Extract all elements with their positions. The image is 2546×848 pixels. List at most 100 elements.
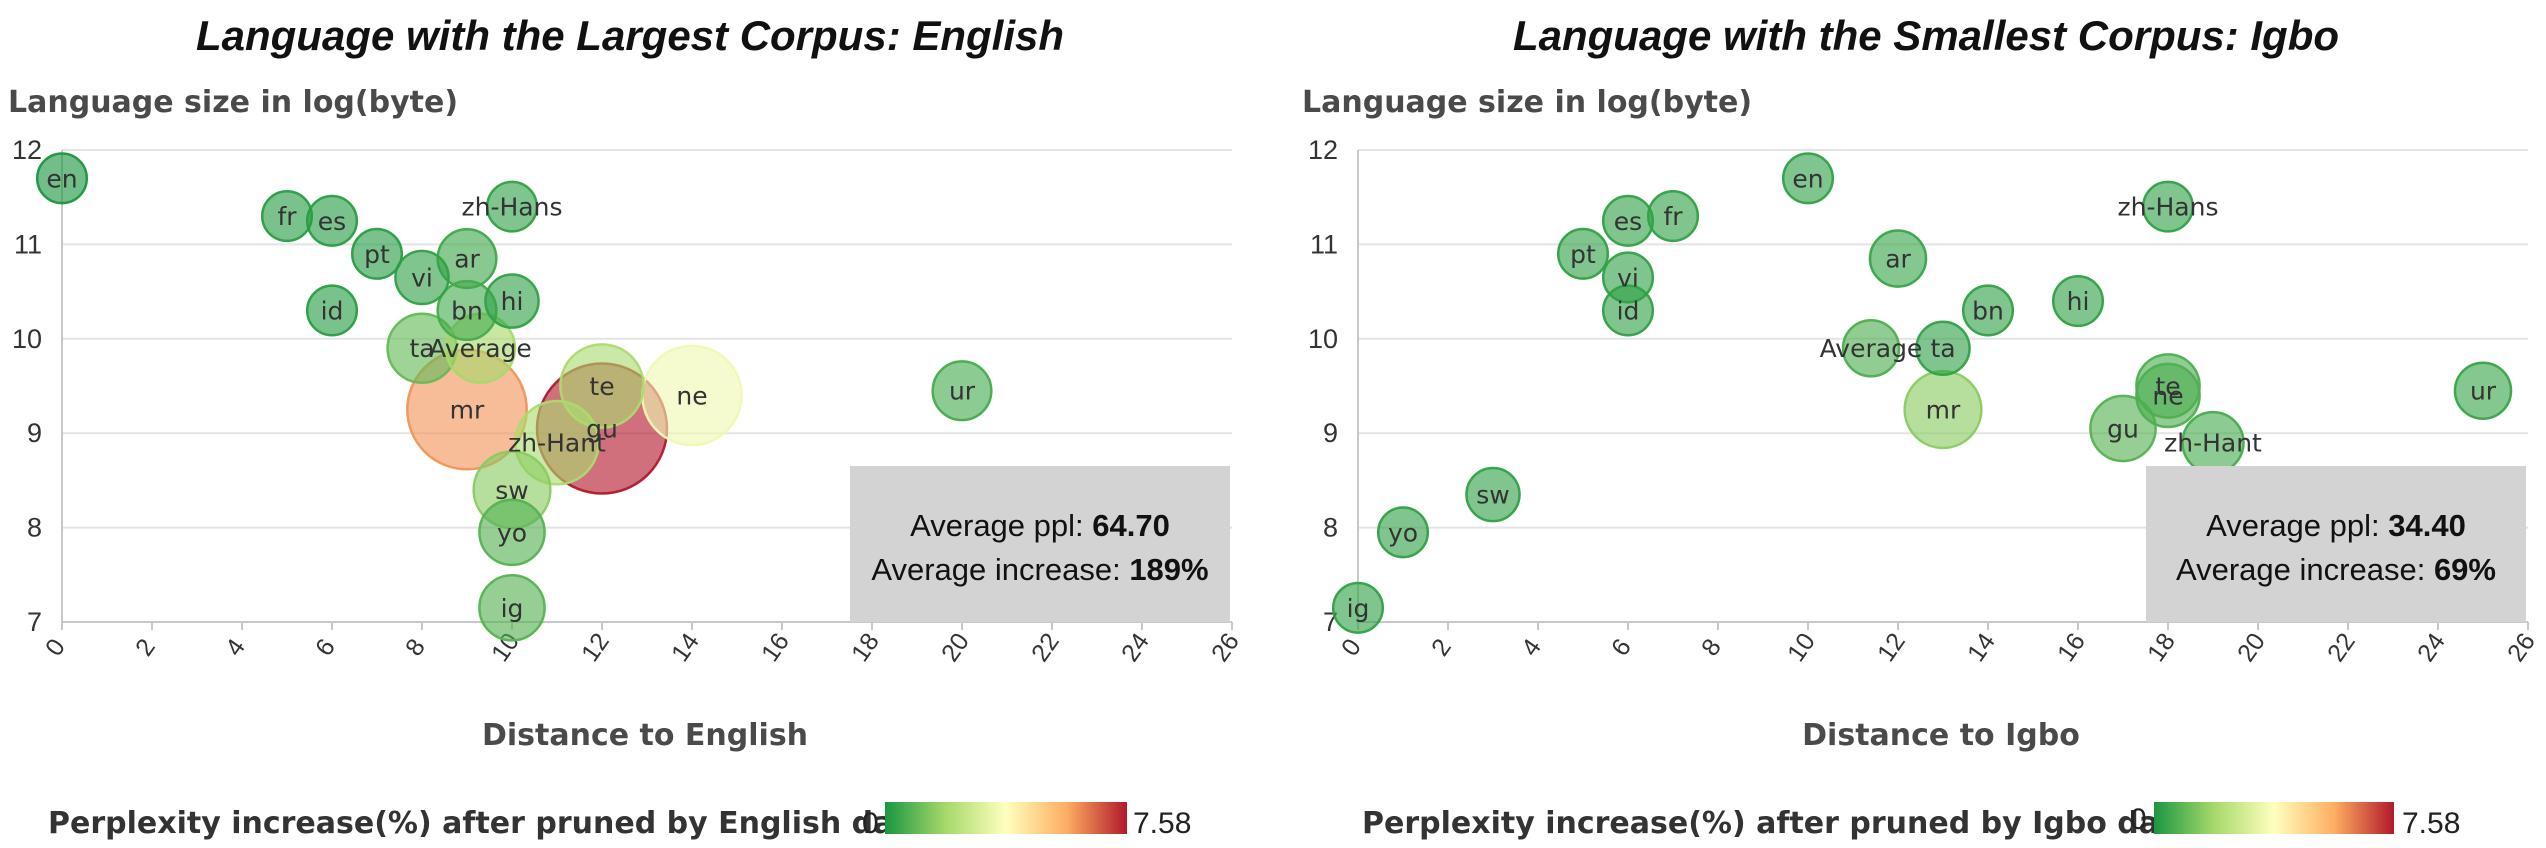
y-tick-label: 11 bbox=[14, 229, 42, 259]
y-tick-label: 10 bbox=[1308, 324, 1338, 354]
bubble-label-vi: vi bbox=[1617, 263, 1639, 292]
bubble-zh-hans[interactable] bbox=[2141, 180, 2195, 233]
average-increase-value: 189% bbox=[1129, 552, 1208, 587]
chart-title: Language with the Smallest Corpus: Igbo bbox=[1513, 12, 2339, 59]
bubble-label-ur: ur bbox=[949, 377, 976, 406]
bubble-label-en: en bbox=[1792, 164, 1823, 193]
x-tick-label: 14 bbox=[666, 628, 705, 667]
x-tick-label: 0 bbox=[40, 634, 71, 661]
bubble-yo[interactable] bbox=[478, 498, 546, 567]
average-ppl-label: Average ppl: bbox=[2206, 508, 2380, 543]
bubble-label-bn: bn bbox=[1972, 296, 2004, 325]
bubble-label-vi: vi bbox=[411, 263, 433, 292]
x-tick-label: 24 bbox=[2412, 628, 2451, 667]
y-tick-label: 8 bbox=[27, 513, 42, 543]
bubble-label-zh-hans: zh-Hans bbox=[2118, 193, 2219, 222]
bubbles bbox=[1331, 152, 2513, 634]
x-tick-label: 16 bbox=[2052, 628, 2091, 667]
bubble-ur[interactable] bbox=[2453, 361, 2513, 420]
bubble-id[interactable] bbox=[305, 284, 359, 337]
x-tick-label: 6 bbox=[1606, 634, 1637, 661]
bubble-hi[interactable] bbox=[484, 273, 540, 329]
x-tick-label: 26 bbox=[2502, 628, 2541, 667]
chart-title: Language with the Largest Corpus: Englis… bbox=[196, 12, 1064, 59]
bubble-label-es: es bbox=[318, 207, 346, 236]
bubble-sw[interactable] bbox=[1465, 466, 1521, 523]
x-tick-label: 18 bbox=[846, 628, 885, 667]
bubble-label-ar: ar bbox=[454, 245, 480, 274]
bubble-ig[interactable] bbox=[478, 573, 546, 642]
bubble-ar[interactable] bbox=[1868, 229, 1928, 288]
bubble-label-yo: yo bbox=[1388, 518, 1418, 547]
bubble-pt[interactable] bbox=[350, 227, 404, 280]
average-ppl-value: 64.70 bbox=[1092, 508, 1170, 543]
bubble-label-average: Average bbox=[1820, 334, 1923, 363]
bubble-label-ne: ne bbox=[676, 381, 707, 410]
bubble-label-average: Average bbox=[429, 334, 532, 363]
bubble-label-zh-hant: zh-Hant bbox=[2164, 429, 2262, 458]
bubble-hi[interactable] bbox=[2051, 274, 2105, 328]
x-tick-label: 12 bbox=[576, 628, 615, 667]
bubble-en[interactable] bbox=[1781, 152, 1835, 205]
average-increase-text: Average increase: 69% bbox=[2176, 552, 2496, 587]
bubble-label-te: te bbox=[589, 372, 614, 401]
x-tick-label: 16 bbox=[756, 628, 795, 667]
bubble-label-gu: gu bbox=[2107, 414, 2139, 443]
legend-min: 0 bbox=[862, 807, 879, 840]
x-tick-label: 4 bbox=[220, 634, 251, 662]
bubble-label-es: es bbox=[1614, 207, 1642, 236]
bubble-label-fr: fr bbox=[277, 202, 297, 231]
bubble-label-mr: mr bbox=[450, 396, 485, 425]
y-tick-label: 10 bbox=[12, 324, 42, 354]
x-tick-label: 0 bbox=[1336, 634, 1367, 661]
bubble-id[interactable] bbox=[1601, 284, 1655, 337]
x-tick-label: 8 bbox=[1696, 634, 1727, 661]
x-tick-label: 22 bbox=[1026, 628, 1065, 667]
bubble-es[interactable] bbox=[305, 194, 359, 247]
bubble-bn[interactable] bbox=[1961, 284, 2015, 337]
bubble-ur[interactable] bbox=[931, 360, 993, 422]
bubble-te[interactable] bbox=[559, 343, 645, 429]
x-tick-label: 6 bbox=[310, 634, 341, 661]
bubble-label-en: en bbox=[46, 164, 77, 193]
bubble-label-ur: ur bbox=[2470, 377, 2497, 406]
bubble-label-id: id bbox=[321, 296, 344, 325]
x-tick-label: 20 bbox=[936, 628, 975, 667]
bubble-zh-hans[interactable] bbox=[485, 180, 539, 233]
y-tick-label: 7 bbox=[27, 607, 42, 637]
y-tick-label: 11 bbox=[1310, 229, 1338, 259]
bubble-average[interactable] bbox=[1841, 318, 1901, 378]
bubble-label-fr: fr bbox=[1663, 202, 1683, 231]
x-tick-label: 14 bbox=[1962, 628, 2001, 667]
bubble-vi[interactable] bbox=[394, 249, 450, 306]
x-tick-label: 8 bbox=[400, 634, 431, 661]
x-tick-label: 18 bbox=[2142, 628, 2181, 667]
bubble-ig[interactable] bbox=[1331, 581, 1385, 634]
bubble-chart-igbo: Language with the Smallest Corpus: Igbo … bbox=[1302, 12, 2541, 841]
y-tick-label: 8 bbox=[1323, 513, 1338, 543]
average-increase-text: Average increase: 189% bbox=[871, 552, 1208, 587]
x-tick-label: 26 bbox=[1206, 628, 1245, 667]
y-tick-label: 9 bbox=[1323, 418, 1338, 448]
legend-title: Perplexity increase(%) after pruned by E… bbox=[48, 806, 928, 841]
y-tick-label: 12 bbox=[12, 135, 42, 165]
average-ppl-text: Average ppl: 64.70 bbox=[910, 508, 1170, 543]
bubble-label-ar: ar bbox=[1885, 245, 1911, 274]
bubble-yo[interactable] bbox=[1376, 506, 1430, 559]
bubble-ne[interactable] bbox=[2135, 362, 2201, 429]
bubble-label-zh-hant: zh-Hant bbox=[508, 429, 606, 458]
bubble-ta[interactable] bbox=[1915, 320, 1971, 377]
bubble-gu[interactable] bbox=[2089, 394, 2157, 463]
legend-max: 7.58 bbox=[1133, 807, 1191, 840]
x-tick-label: 24 bbox=[1116, 628, 1155, 667]
bubble-label-id: id bbox=[1617, 296, 1640, 325]
bubble-en[interactable] bbox=[35, 152, 89, 205]
bubble-fr[interactable] bbox=[1646, 190, 1700, 243]
bubble-label-yo: yo bbox=[497, 518, 527, 547]
bubble-pt[interactable] bbox=[1556, 227, 1610, 280]
x-tick-label: 20 bbox=[2232, 628, 2271, 667]
average-ppl-label: Average ppl: bbox=[910, 508, 1084, 543]
legend-max: 7.58 bbox=[2402, 807, 2460, 840]
